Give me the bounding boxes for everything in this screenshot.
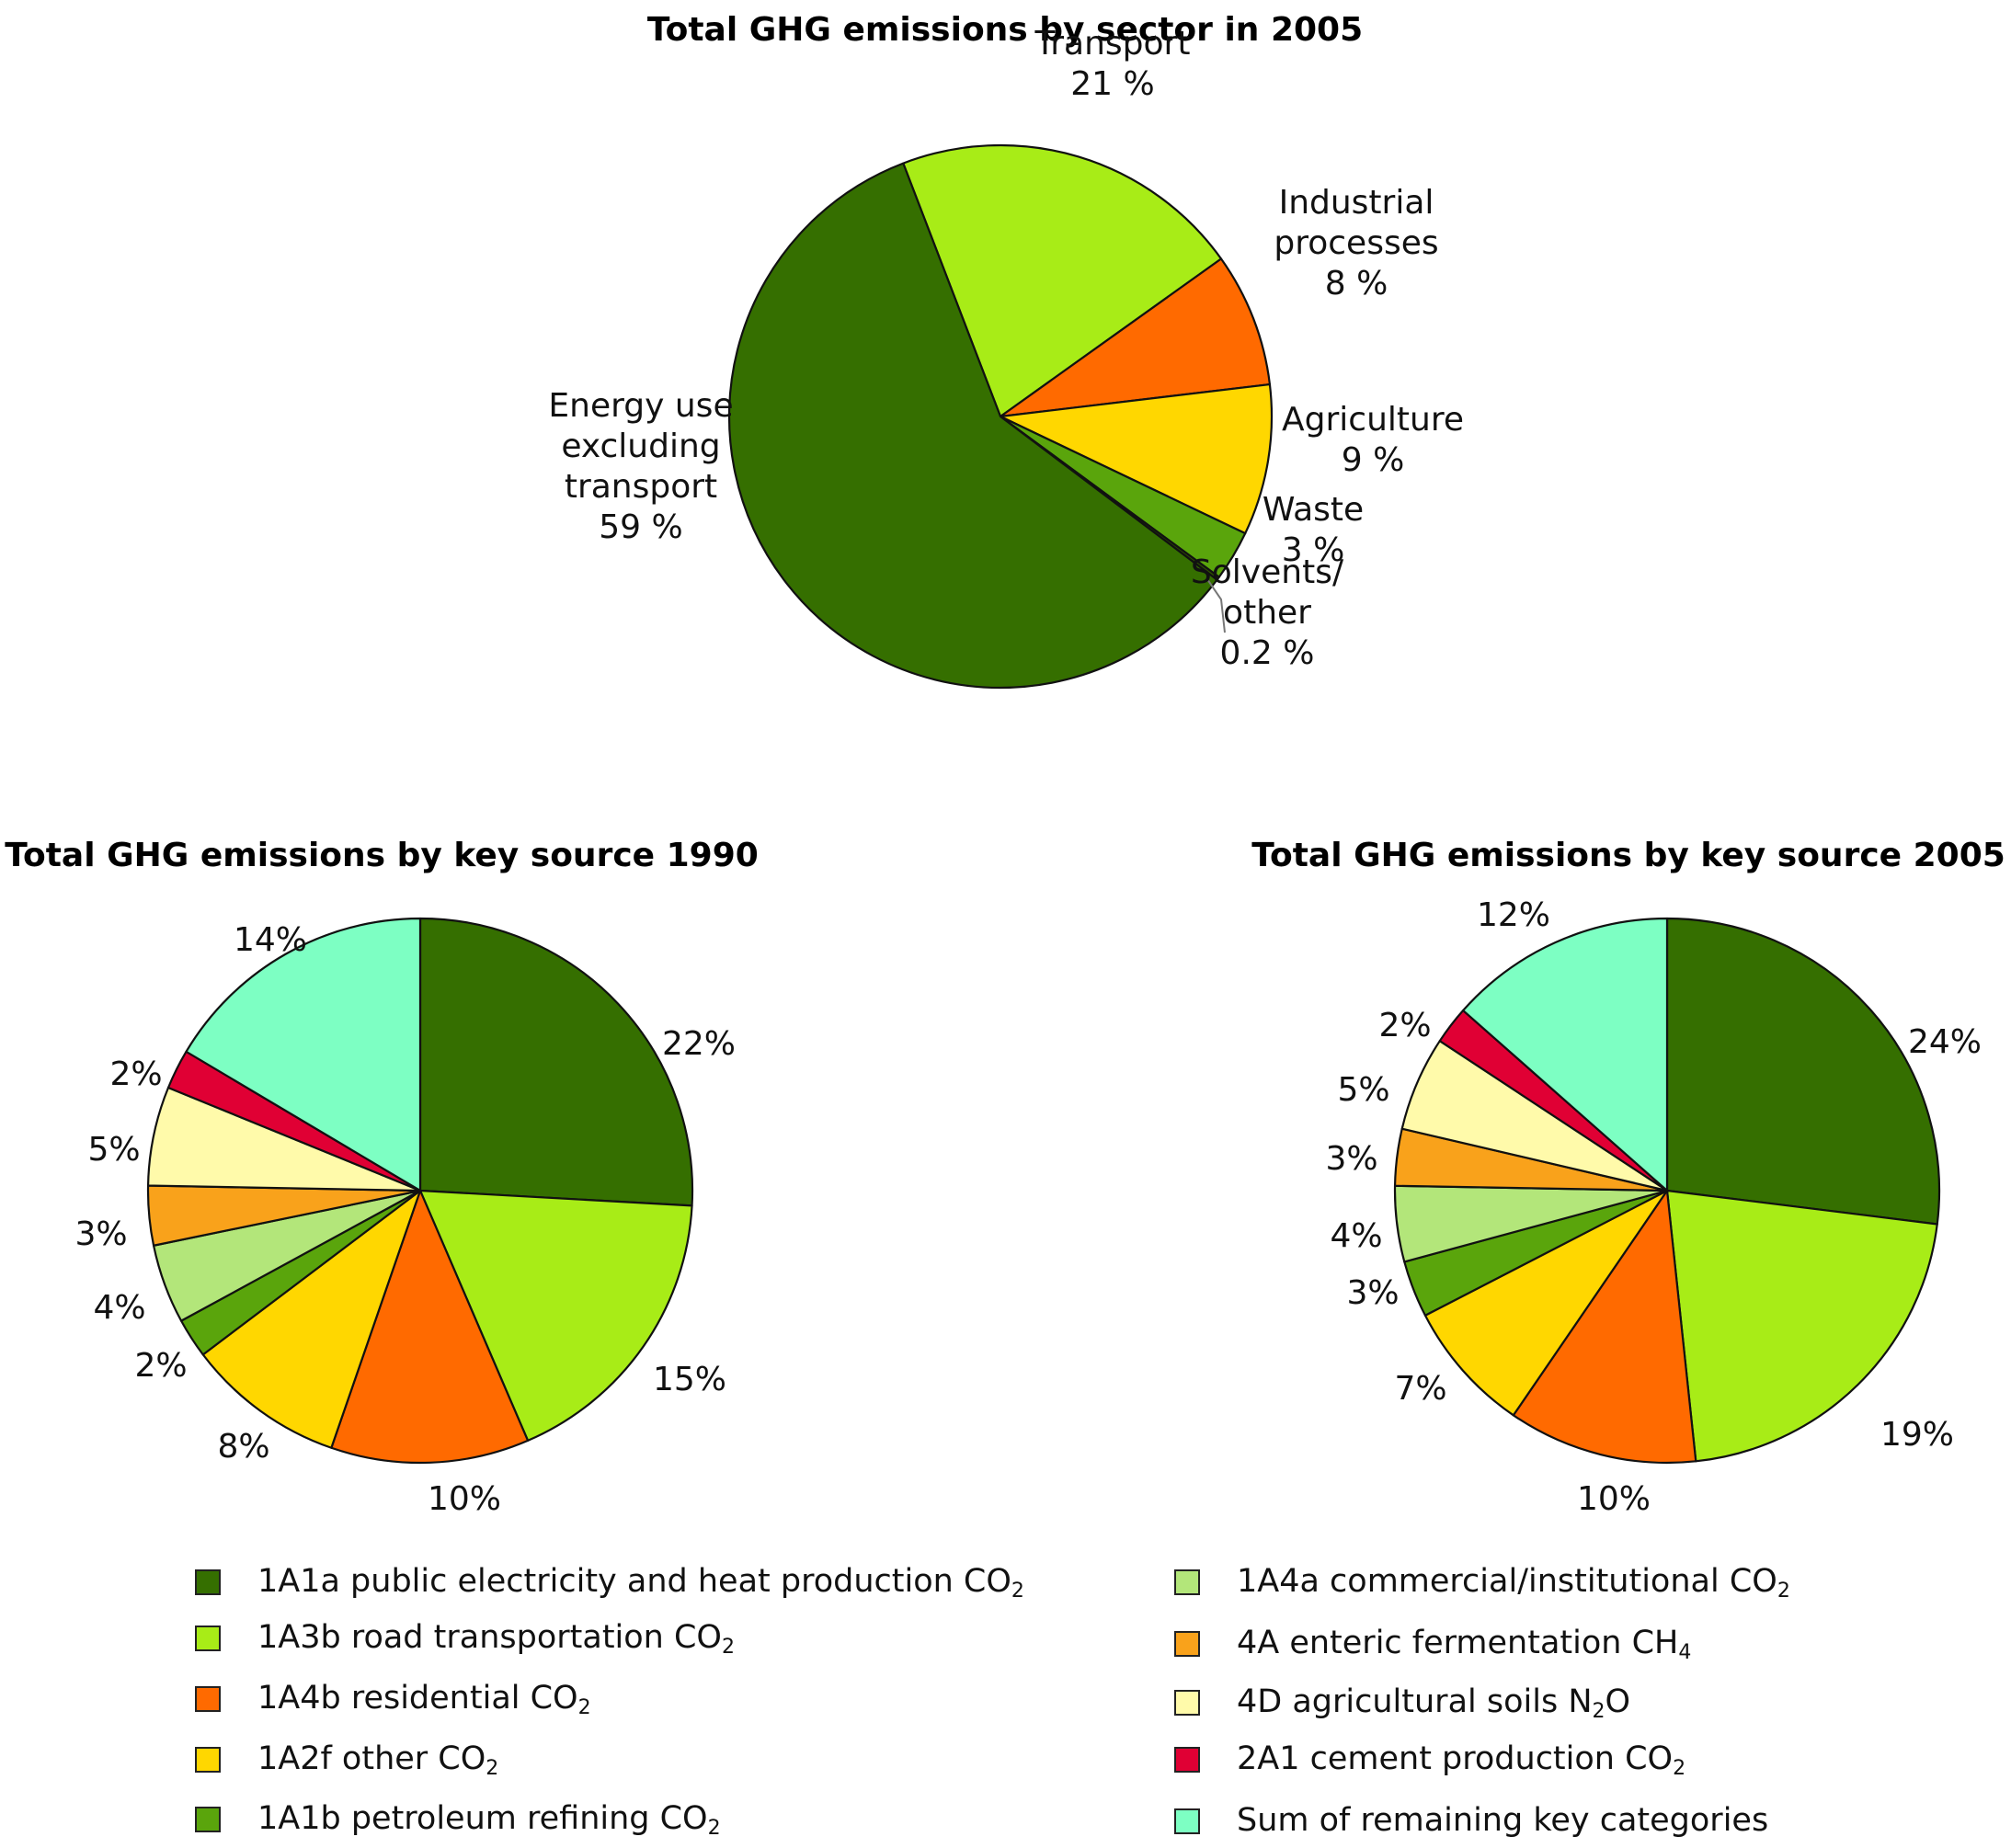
slice-label: 2% [1378, 1007, 1431, 1044]
legend-label: Sum of remaining key categories [1237, 1802, 1769, 1839]
legend-label: 1A4a commercial/institutional CO2 [1237, 1563, 1790, 1603]
legend-label: 1A2f other CO2 [257, 1740, 499, 1780]
slice-label: 4% [1330, 1217, 1382, 1255]
slice-label: 19% [1880, 1416, 1954, 1454]
legend-swatch [195, 1626, 221, 1651]
pie-chart-sector-2005: Total GHG emissions by sector in 2005Tra… [548, 11, 1464, 690]
slice-1a3b-road-transportation-co2 [1665, 1189, 1938, 1463]
slice-sum-of-remaining-key-categories [1462, 917, 1669, 1192]
slice-label: Waste 3 % [1263, 491, 1364, 569]
chart-title: Total GHG emissions by key source 2005 [1251, 837, 2005, 874]
legend-swatch [195, 1686, 221, 1712]
slice-sum-of-remaining-key-categories [185, 917, 422, 1192]
slice-label: Agriculture 9 % [1282, 401, 1464, 479]
slice-energy-use [727, 162, 1218, 690]
slice-label: 3% [1346, 1274, 1399, 1312]
legend-label: 1A3b road transportation CO2 [257, 1619, 735, 1659]
legend-label: 4A enteric fermentation CH4 [1237, 1625, 1692, 1664]
leader-line [1206, 578, 1226, 633]
legend-label: 1A1b petroleum refining CO2 [257, 1800, 721, 1840]
legend-label: 1A1a public electricity and heat product… [257, 1563, 1024, 1603]
legend-swatch [195, 1747, 221, 1773]
legend-swatch [1174, 1808, 1200, 1834]
slice-1a2f-other-co2 [201, 1189, 422, 1449]
slice-label: 2% [109, 1055, 162, 1093]
slice-label: 2% [134, 1347, 187, 1385]
slice-label: 10% [1577, 1480, 1651, 1518]
slice-label: Solvents/other 0.2 % [1191, 553, 1344, 672]
slice-label: Transport 21 % [1034, 25, 1191, 103]
slice-label: 5% [87, 1131, 140, 1169]
slice-label: 3% [74, 1215, 127, 1253]
slice-industrial [999, 257, 1272, 418]
slice-transport [902, 143, 1223, 418]
pie-chart-key-source-2005: Total GHG emissions by key source 2005 24… [1251, 837, 2005, 1518]
legend-swatch [1174, 1631, 1200, 1657]
slice-label: 24% [1908, 1023, 1982, 1061]
pie-chart-key-source-1990: Total GHG emissions by key source 1990 22… [5, 837, 759, 1518]
slice-label: Energy use excluding transport 59 % [548, 387, 733, 546]
slice-1a2f-other-co2 [1423, 1189, 1669, 1417]
legend-swatch [195, 1569, 221, 1595]
legend-swatch [1174, 1690, 1200, 1716]
legend-label: 1A4b residential CO2 [257, 1680, 591, 1719]
slice-label: 15% [653, 1361, 726, 1398]
slice-agriculture [999, 382, 1274, 535]
slice-1a3b-road-transportation-co2 [418, 1189, 693, 1442]
slice-label: 7% [1394, 1370, 1446, 1408]
slice-label: 3% [1325, 1140, 1377, 1178]
slice-label: 14% [234, 921, 307, 959]
legend-label: 2A1 cement production CO2 [1237, 1740, 1686, 1780]
slice-1a4b-residential-co2 [330, 1189, 530, 1465]
slice-1a1a-public-electricity-and-heat-production-co2 [1665, 917, 1941, 1226]
slice-label: 4% [93, 1289, 145, 1327]
chart-title: Total GHG emissions by sector in 2005 [647, 11, 1363, 49]
slice-label: 8% [217, 1428, 269, 1466]
slice-label: 5% [1337, 1071, 1389, 1109]
slice-label: 10% [428, 1480, 501, 1518]
slice-1a1a-public-electricity-and-heat-production-co2 [418, 917, 694, 1207]
slice-label: Industrial processes 8 % [1274, 184, 1438, 302]
slice-label: 12% [1477, 896, 1550, 934]
slice-label: 22% [662, 1025, 736, 1063]
legend-swatch [195, 1807, 221, 1832]
legend-swatch [1174, 1747, 1200, 1773]
legend-label: 4D agricultural soils N2O [1237, 1683, 1631, 1723]
chart-title: Total GHG emissions by key source 1990 [5, 837, 759, 874]
legend-swatch [1174, 1569, 1200, 1595]
slice-1a4b-residential-co2 [1512, 1189, 1697, 1465]
